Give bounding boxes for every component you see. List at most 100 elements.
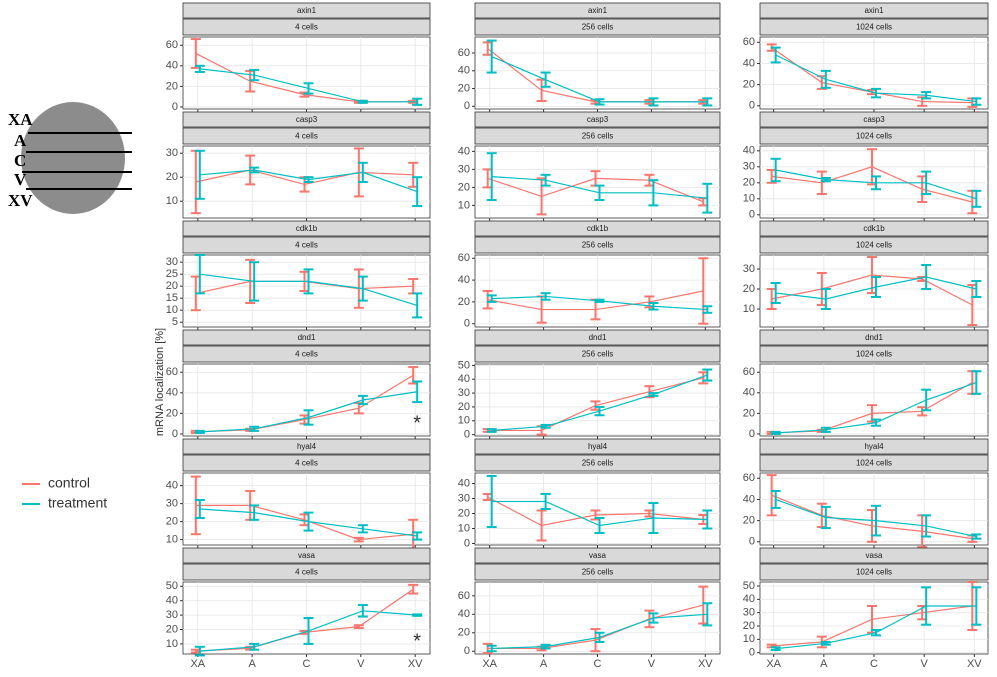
panel: vasa4 cells1020304050XAACVXV* (166, 548, 430, 670)
y-tick-label: 30 (166, 498, 178, 510)
y-tick-label: 10 (166, 195, 178, 207)
y-tick-label: 50 (166, 580, 178, 592)
y-tick-label: 10 (458, 522, 470, 534)
strip-label: 1024 cells (856, 241, 892, 250)
panel: hyal4256 cells010203040 (458, 439, 720, 549)
y-tick-label: 60 (743, 366, 755, 378)
diagram-label: A (14, 131, 27, 150)
strip-label: 4 cells (295, 350, 318, 359)
embryo-diagram: XA A C V XV (8, 102, 132, 214)
y-tick-label: 30 (743, 607, 755, 619)
strip-label: vasa (589, 551, 606, 560)
x-tick-label: XA (766, 658, 781, 670)
panel: casp34 cells102030 (166, 112, 430, 221)
x-tick-label: C (303, 658, 311, 670)
panel: dnd11024 cells0204060 (743, 330, 988, 440)
y-tick-label: 0 (749, 100, 755, 112)
y-tick-label: 30 (458, 387, 470, 399)
strip-label: axin1 (297, 6, 317, 15)
y-tick-label: 0 (464, 318, 470, 330)
annotation: * (413, 630, 421, 652)
panel: dnd1256 cells01020304050 (458, 330, 720, 441)
figure: XA A C V XV mRNA localization [%] contro… (0, 0, 997, 672)
y-tick-label: 40 (458, 477, 470, 489)
y-tick-label: 60 (166, 366, 178, 378)
strip-label: 1024 cells (856, 350, 892, 359)
y-tick-label: 25 (166, 268, 178, 280)
y-tick-label: 40 (166, 595, 178, 607)
panel: axin11024 cells0204060 (743, 3, 988, 112)
strip-label: dnd1 (865, 333, 883, 342)
y-tick-label: 20 (743, 283, 755, 295)
y-tick-label: 20 (458, 627, 470, 639)
y-tick-label: 0 (749, 647, 755, 659)
y-tick-label: 0 (464, 429, 470, 441)
strip-label: dnd1 (298, 333, 316, 342)
y-tick-label: 60 (743, 472, 755, 484)
strip-label: 1024 cells (856, 459, 892, 468)
x-tick-label: A (820, 658, 828, 670)
y-tick-label: 60 (458, 590, 470, 602)
strip-label: vasa (298, 551, 315, 560)
x-tick-label: V (648, 658, 656, 670)
strip-label: 4 cells (295, 568, 318, 577)
y-tick-label: 20 (458, 181, 470, 193)
panel: casp31024 cells010203040 (743, 112, 988, 221)
panel: cdk1b1024 cells102030 (743, 221, 988, 330)
legend: control treatment (22, 475, 107, 511)
y-tick-label: 0 (172, 101, 178, 113)
y-tick-label: 0 (749, 428, 755, 440)
y-tick-label: 20 (458, 507, 470, 519)
y-tick-label: 40 (743, 145, 755, 157)
strip-label: cdk1b (587, 224, 609, 233)
strip-label: 256 cells (582, 568, 614, 577)
y-tick-label: 20 (743, 515, 755, 527)
x-tick-label: C (594, 658, 602, 670)
y-tick-label: 50 (743, 580, 755, 592)
y-tick-label: 30 (458, 163, 470, 175)
y-tick-label: 0 (464, 100, 470, 112)
panel: cdk1b4 cells51015202530 (166, 221, 430, 330)
legend-label: control (48, 475, 90, 491)
y-tick-label: 40 (458, 274, 470, 286)
strip-label: casp3 (863, 115, 885, 124)
strip-label: 1024 cells (856, 568, 892, 577)
strip-label: cdk1b (296, 224, 318, 233)
y-tick-label: 10 (458, 199, 470, 211)
y-tick-label: 60 (743, 36, 755, 48)
x-tick-label: XA (482, 658, 497, 670)
y-tick-label: 10 (743, 633, 755, 645)
y-tick-label: 40 (743, 493, 755, 505)
y-tick-label: 20 (166, 280, 178, 292)
y-tick-label: 30 (743, 161, 755, 173)
y-tick-label: 30 (166, 147, 178, 159)
y-tick-label: 60 (166, 39, 178, 51)
strip-label: cdk1b (863, 224, 885, 233)
y-axis-label: mRNA localization [%] (154, 328, 166, 436)
strip-label: 4 cells (295, 23, 318, 32)
y-tick-label: 30 (166, 256, 178, 268)
y-tick-label: 60 (458, 47, 470, 59)
strip-label: 4 cells (295, 459, 318, 468)
diagram-label: V (14, 170, 27, 189)
strip-label: 1024 cells (856, 132, 892, 141)
strip-label: 256 cells (582, 132, 614, 141)
y-tick-label: 40 (458, 145, 470, 157)
y-tick-label: 0 (464, 537, 470, 549)
y-tick-label: 0 (749, 209, 755, 221)
strip-label: 1024 cells (856, 23, 892, 32)
y-tick-label: 20 (743, 407, 755, 419)
legend-label: treatment (48, 495, 107, 511)
y-tick-label: 60 (458, 252, 470, 264)
panel: cdk1b256 cells0204060 (458, 221, 720, 330)
y-tick-label: 40 (166, 60, 178, 72)
y-tick-label: 20 (166, 516, 178, 528)
x-tick-label: C (870, 658, 878, 670)
y-tick-label: 10 (743, 303, 755, 315)
x-tick-label: XV (967, 658, 982, 670)
strip-label: axin1 (588, 6, 608, 15)
y-tick-label: 50 (458, 359, 470, 371)
strip-label: 256 cells (582, 459, 614, 468)
